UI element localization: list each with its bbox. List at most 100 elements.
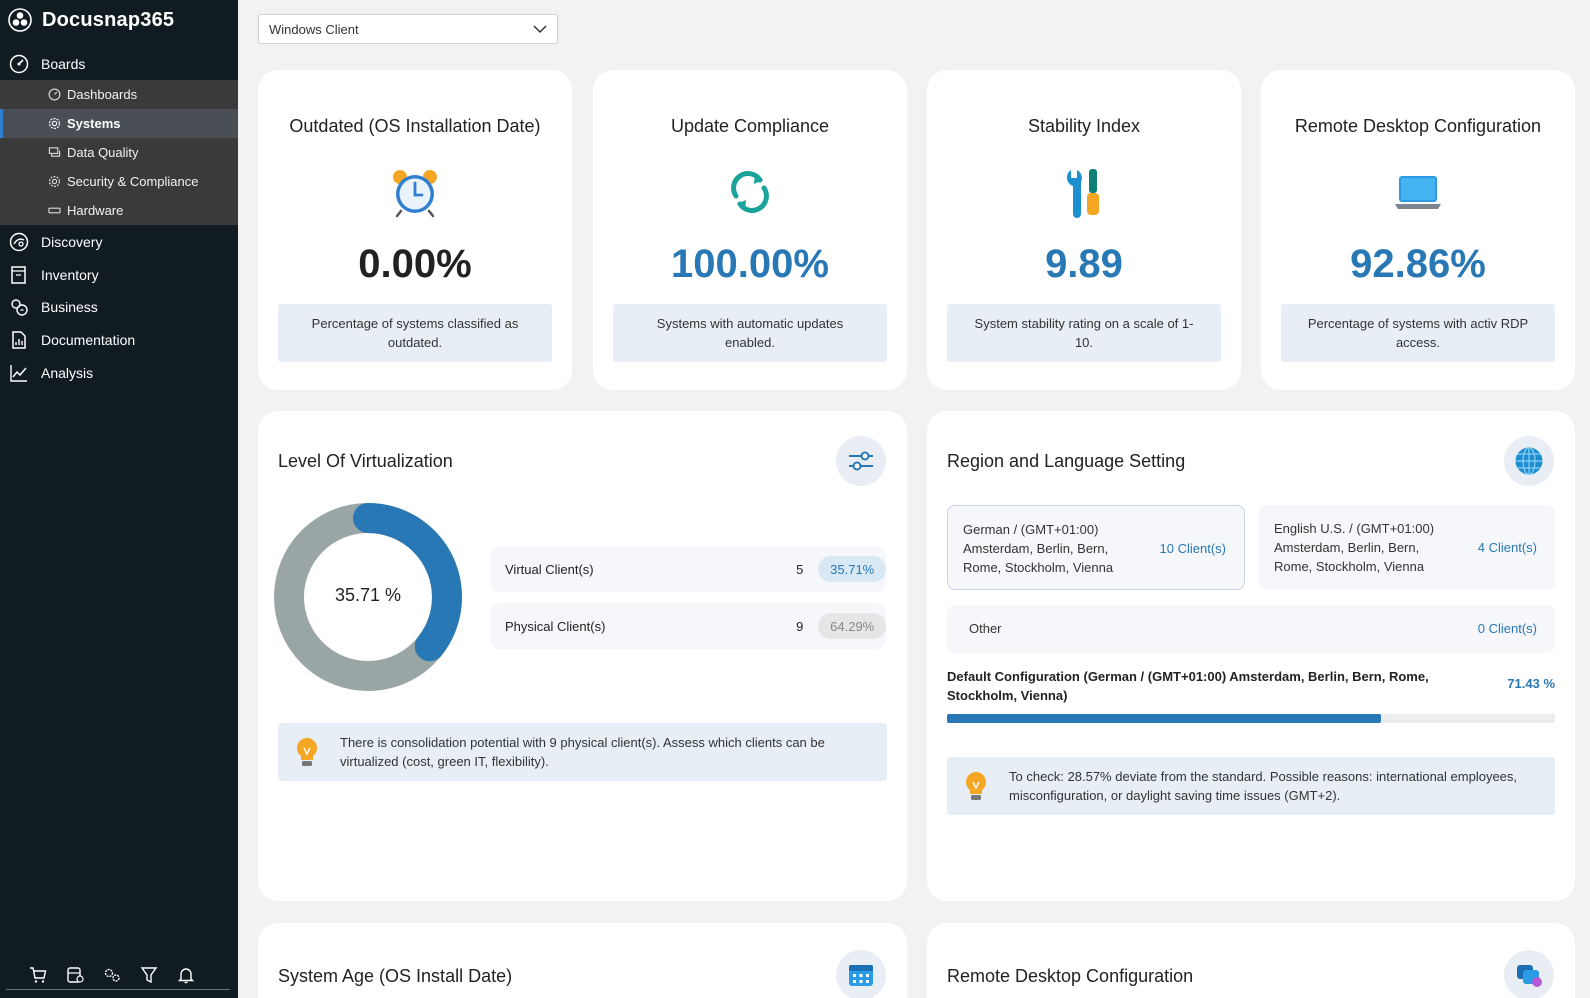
virtual-clients-row: Virtual Client(s) 5 35.71% bbox=[490, 546, 886, 592]
hardware-icon bbox=[47, 204, 61, 218]
row-label: Virtual Client(s) bbox=[505, 561, 594, 577]
docusnap-logo-icon bbox=[8, 8, 32, 32]
subnav-label: Data Quality bbox=[67, 145, 139, 160]
progress-fill bbox=[947, 714, 1382, 723]
calendar-icon[interactable] bbox=[836, 950, 886, 998]
region-client-count: 10 Client(s) bbox=[1159, 541, 1226, 556]
kpi-value: 0.00% bbox=[358, 242, 472, 286]
subnav-label: Hardware bbox=[67, 203, 124, 218]
region-box-other[interactable]: Other 0 Client(s) bbox=[947, 605, 1555, 653]
default-config-label: Default Configuration (German / (GMT+01:… bbox=[947, 669, 1429, 703]
region-name: English U.S. / (GMT+01:00) Amsterdam, Be… bbox=[1274, 521, 1435, 574]
nav-item-boards[interactable]: Boards bbox=[0, 50, 238, 78]
physical-clients-row: Physical Client(s) 9 64.29% bbox=[490, 603, 886, 649]
lightbulb-icon bbox=[966, 772, 986, 800]
nav-item-business[interactable]: Business bbox=[0, 293, 238, 321]
subnav-item-data-quality[interactable]: Data Quality bbox=[0, 138, 238, 167]
filter-icon[interactable] bbox=[139, 965, 158, 984]
section-title: Region and Language Setting bbox=[947, 451, 1186, 471]
discovery-icon bbox=[8, 231, 30, 253]
kpi-value: 92.86% bbox=[1350, 242, 1486, 286]
nav-label: Boards bbox=[41, 56, 86, 72]
subnav-item-security-compliance[interactable]: Security & Compliance bbox=[0, 167, 238, 196]
kpi-description: System stability rating on a scale of 1-… bbox=[947, 304, 1221, 362]
kpi-title: Update Compliance bbox=[670, 116, 830, 136]
nav-item-inventory[interactable]: Inventory bbox=[0, 261, 238, 289]
region-client-count: 0 Client(s) bbox=[1477, 621, 1537, 636]
section-title: Remote Desktop Configuration bbox=[947, 966, 1194, 986]
row-label: Physical Client(s) bbox=[505, 618, 606, 634]
kpi-title: Outdated (OS Installation Date) bbox=[289, 116, 541, 136]
nav-item-analysis[interactable]: Analysis bbox=[0, 359, 238, 387]
laptop-icon bbox=[1395, 176, 1441, 209]
trend-chart-icon bbox=[8, 362, 30, 384]
system-type-dropdown[interactable]: Windows Client bbox=[258, 14, 558, 44]
kpi-description: Percentage of systems classified as outd… bbox=[278, 304, 552, 362]
default-config-percent: 71.43 % bbox=[1507, 676, 1555, 691]
documentation-icon bbox=[8, 329, 30, 351]
subnav-item-hardware[interactable]: Hardware bbox=[0, 196, 238, 225]
kpi-title: Remote Desktop Configuration bbox=[1294, 116, 1542, 136]
bell-icon[interactable] bbox=[176, 965, 195, 984]
sidebar-divider bbox=[6, 989, 230, 990]
virtualization-donut-chart bbox=[274, 503, 462, 691]
nav-label: Analysis bbox=[41, 365, 94, 381]
dropdown-value: Windows Client bbox=[269, 21, 359, 37]
cart-icon[interactable] bbox=[28, 965, 47, 984]
subnav-item-systems[interactable]: Systems bbox=[0, 109, 238, 138]
lightbulb-icon bbox=[297, 738, 317, 766]
gear-icon bbox=[47, 117, 61, 131]
sync-arrows-icon bbox=[731, 171, 769, 213]
kpi-title: Stability Index bbox=[1027, 116, 1141, 136]
nav-item-discovery[interactable]: Discovery bbox=[0, 228, 238, 256]
tip-text: There is consolidation potential with 9 … bbox=[340, 735, 825, 769]
section-title: Level Of Virtualization bbox=[278, 451, 453, 471]
brand[interactable]: Docusnap365 bbox=[8, 8, 174, 32]
default-config-progress bbox=[947, 714, 1555, 723]
chevron-down-icon bbox=[533, 25, 547, 34]
virtualization-card: Level Of Virtualization 35.71 % Virtual … bbox=[258, 411, 907, 901]
nav-item-documentation[interactable]: Documentation bbox=[0, 326, 238, 354]
tip-text: To check: 28.57% deviate from the standa… bbox=[1009, 769, 1518, 803]
donut-center-label: 35.71 % bbox=[334, 585, 402, 605]
row-count: 5 bbox=[796, 561, 804, 577]
sliders-icon[interactable] bbox=[836, 436, 886, 486]
donut-virtual-segment bbox=[274, 503, 462, 691]
subnav-label: Security & Compliance bbox=[67, 174, 199, 189]
settings-gears-icon[interactable] bbox=[102, 965, 121, 984]
sidebar: Docusnap365 Boards Dashboards Systems Da… bbox=[0, 0, 238, 998]
virtualization-tip: There is consolidation potential with 9 … bbox=[278, 723, 887, 781]
kpi-card-update-compliance: Update Compliance 100.00% Systems with a… bbox=[593, 70, 907, 390]
globe-icon[interactable] bbox=[1504, 436, 1554, 486]
subnav-item-dashboards[interactable]: Dashboards bbox=[0, 80, 238, 109]
region-language-card: Region and Language Setting German / (GM… bbox=[927, 411, 1575, 901]
business-icon bbox=[8, 296, 30, 318]
kpi-value: 100.00% bbox=[671, 242, 829, 286]
remote-desktop-icon[interactable] bbox=[1504, 950, 1554, 998]
row-percent-badge: 35.71% bbox=[818, 556, 886, 582]
kpi-card-outdated: Outdated (OS Installation Date) 0.00% Pe… bbox=[258, 70, 572, 390]
region-box-german[interactable]: German / (GMT+01:00) Amsterdam, Berlin, … bbox=[947, 505, 1245, 590]
inventory-icon bbox=[8, 264, 30, 286]
kpi-card-stability-index: Stability Index 9.89 System stability ra… bbox=[927, 70, 1241, 390]
subnav-label: Dashboards bbox=[67, 87, 138, 102]
nav-label: Business bbox=[41, 299, 98, 315]
system-age-card: System Age (OS Install Date) bbox=[258, 923, 907, 998]
subnav-label: Systems bbox=[67, 116, 121, 131]
kpi-card-remote-desktop: Remote Desktop Configuration 92.86% Perc… bbox=[1261, 70, 1575, 390]
region-box-english-us[interactable]: English U.S. / (GMT+01:00) Amsterdam, Be… bbox=[1259, 505, 1555, 590]
boards-submenu: Dashboards Systems Data Quality Security… bbox=[0, 80, 238, 225]
kpi-description: Systems with automatic updates enabled. bbox=[613, 304, 887, 362]
alarm-clock-icon bbox=[393, 170, 437, 218]
kpi-value: 9.89 bbox=[1045, 242, 1123, 286]
tools-icon bbox=[1066, 169, 1099, 218]
database-settings-icon[interactable] bbox=[65, 965, 84, 984]
app-title: Docusnap365 bbox=[42, 8, 175, 31]
data-quality-icon bbox=[47, 146, 61, 160]
nav-label: Documentation bbox=[41, 332, 136, 348]
region-name: German / (GMT+01:00) Amsterdam, Berlin, … bbox=[963, 522, 1114, 575]
dashboard-gauge-icon bbox=[47, 88, 61, 102]
rdp-config-card: Remote Desktop Configuration bbox=[927, 923, 1575, 998]
section-title: System Age (OS Install Date) bbox=[278, 966, 513, 986]
row-percent-badge: 64.29% bbox=[818, 613, 886, 639]
